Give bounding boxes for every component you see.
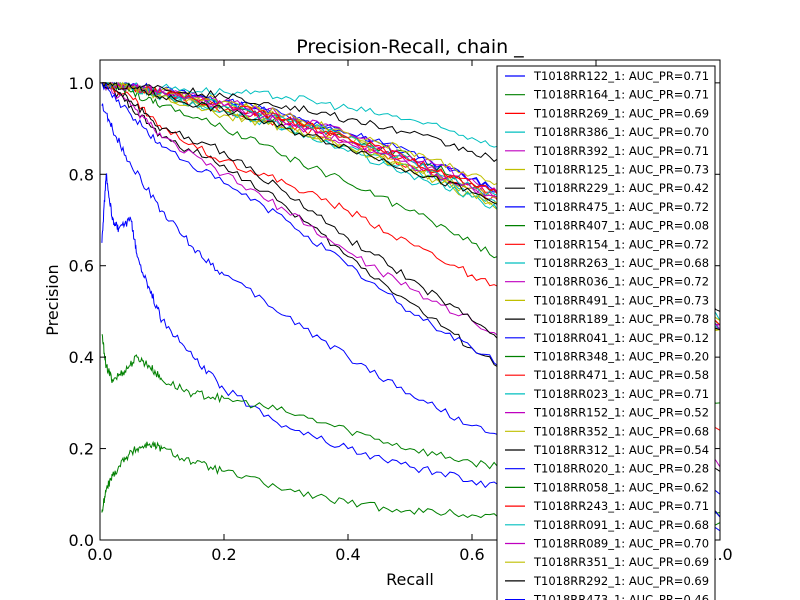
legend-entry: T1018RR089_1: AUC_PR=0.70 <box>533 537 709 551</box>
legend-entry: T1018RR154_1: AUC_PR=0.72 <box>533 237 709 251</box>
legend-entry: T1018RR091_1: AUC_PR=0.68 <box>533 518 709 532</box>
legend-entry: T1018RR152_1: AUC_PR=0.52 <box>533 406 709 420</box>
legend-box <box>496 65 716 600</box>
legend-entry: T1018RR036_1: AUC_PR=0.72 <box>533 275 709 289</box>
legend-entry: T1018RR292_1: AUC_PR=0.69 <box>533 574 709 588</box>
legend-entry: T1018RR229_1: AUC_PR=0.42 <box>533 181 709 195</box>
legend-entry: T1018RR475_1: AUC_PR=0.72 <box>533 200 709 214</box>
x-tick-label: 0.6 <box>459 545 484 564</box>
y-tick-label: 0.8 <box>69 165 94 184</box>
y-tick-label: 0.4 <box>69 348 94 367</box>
legend-entry: T1018RR473_1: AUC_PR=0.46 <box>533 593 709 600</box>
legend-entry: T1018RR471_1: AUC_PR=0.58 <box>533 368 709 382</box>
x-tick-label: 0.4 <box>335 545 360 564</box>
x-tick-label: 0.2 <box>211 545 236 564</box>
plot-frame <box>99 59 721 541</box>
y-tick-label: 1.0 <box>69 74 94 93</box>
legend-entry: T1018RR058_1: AUC_PR=0.62 <box>533 480 709 494</box>
legend-entry: T1018RR189_1: AUC_PR=0.78 <box>533 312 709 326</box>
y-tick-label: 0.6 <box>69 257 94 276</box>
legend-entry: T1018RR312_1: AUC_PR=0.54 <box>533 443 709 457</box>
legend-entry: T1018RR020_1: AUC_PR=0.28 <box>533 462 709 476</box>
legend-entry: T1018RR351_1: AUC_PR=0.69 <box>533 555 709 569</box>
legend-entry: T1018RR348_1: AUC_PR=0.20 <box>533 350 709 364</box>
x-tick-label: 0.0 <box>87 545 112 564</box>
y-tick-label: 0.2 <box>69 440 94 459</box>
x-axis-label: Recall <box>386 570 434 589</box>
chart-title: Precision-Recall, chain _ <box>296 36 524 58</box>
legend-entry: T1018RR491_1: AUC_PR=0.73 <box>533 293 709 307</box>
legend-entry: T1018RR023_1: AUC_PR=0.71 <box>533 387 709 401</box>
legend: T1018RR122_1: AUC_PR=0.71 T1018RR164_1: A… <box>496 65 716 600</box>
legend-entry: T1018RR269_1: AUC_PR=0.69 <box>533 106 709 120</box>
legend-entry: T1018RR263_1: AUC_PR=0.68 <box>533 256 709 270</box>
legend-entry: T1018RR386_1: AUC_PR=0.70 <box>533 125 709 139</box>
legend-entry: T1018RR164_1: AUC_PR=0.71 <box>533 88 709 102</box>
y-tick-label: 0.0 <box>69 531 94 550</box>
legend-entry: T1018RR041_1: AUC_PR=0.12 <box>533 331 709 345</box>
legend-entry: T1018RR392_1: AUC_PR=0.71 <box>533 144 709 158</box>
legend-entry: T1018RR352_1: AUC_PR=0.68 <box>533 424 709 438</box>
legend-entry: T1018RR125_1: AUC_PR=0.73 <box>533 163 709 177</box>
legend-entry: T1018RR122_1: AUC_PR=0.71 <box>533 69 709 83</box>
legend-entry: T1018RR407_1: AUC_PR=0.08 <box>533 219 709 233</box>
legend-entry: T1018RR243_1: AUC_PR=0.71 <box>533 499 709 513</box>
y-axis-label: Precision <box>43 264 62 335</box>
